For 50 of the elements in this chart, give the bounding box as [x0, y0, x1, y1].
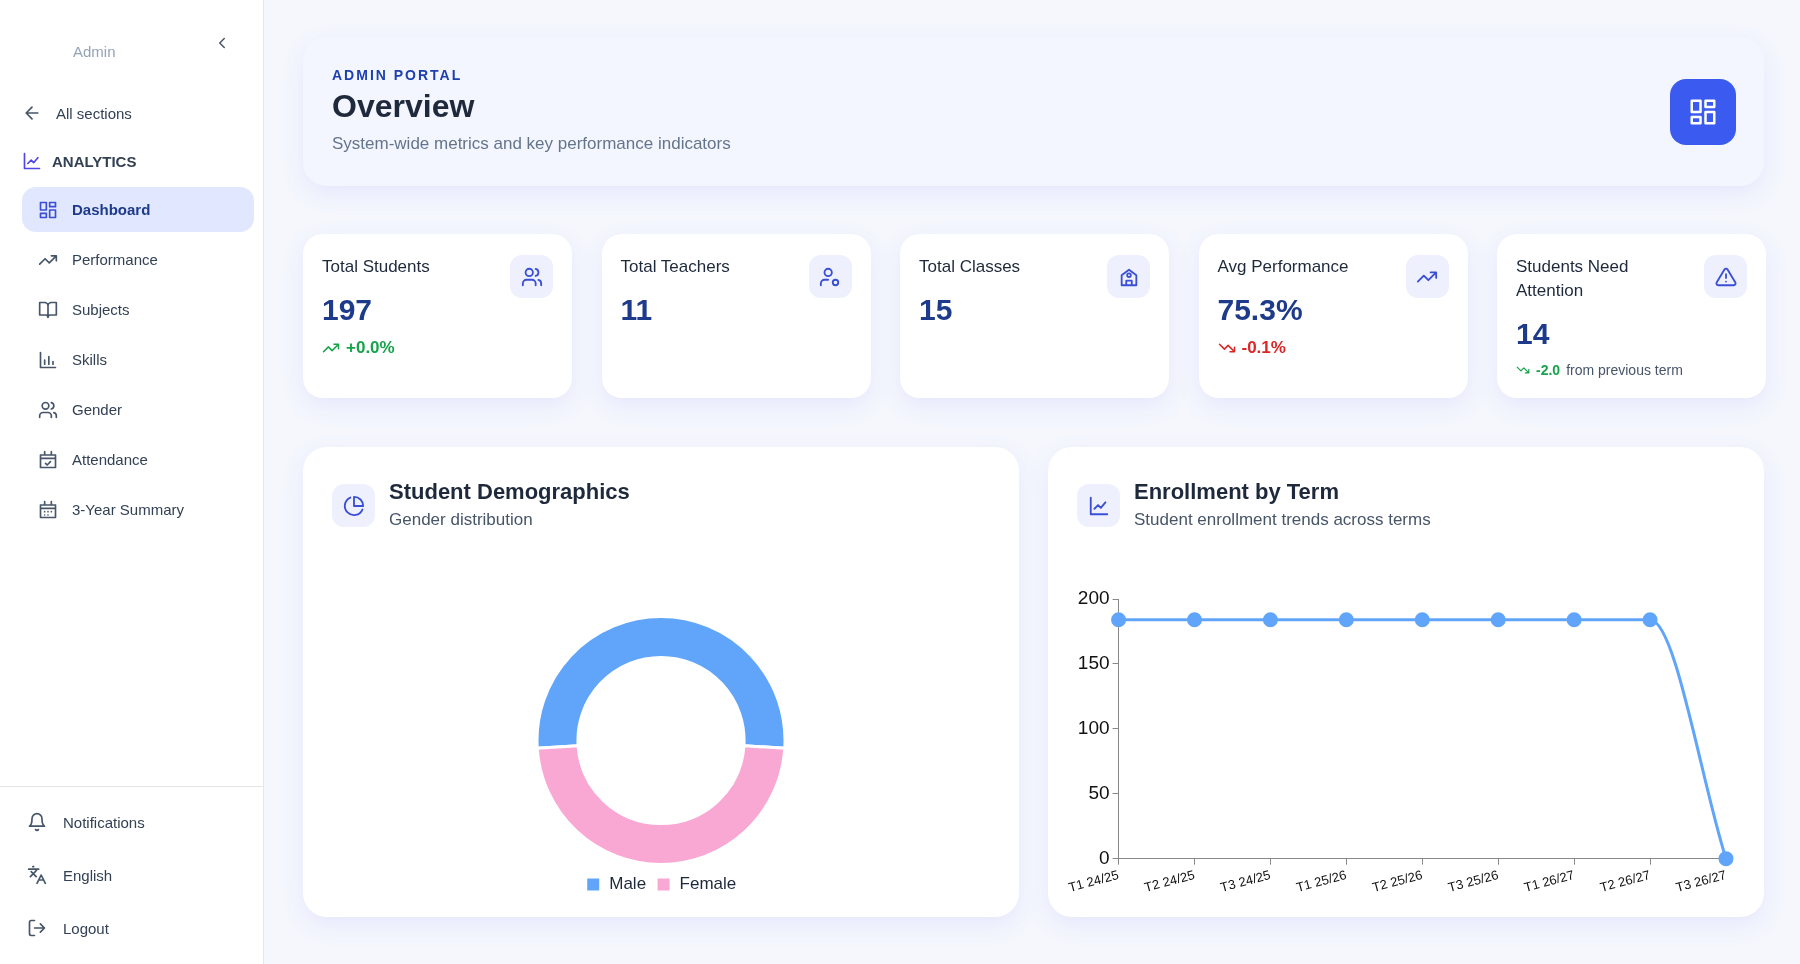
legend-label: Female: [679, 874, 737, 894]
text: from previous term: [1566, 362, 1683, 378]
text: 197: [322, 293, 373, 326]
text: 15: [919, 293, 953, 326]
x-tick-label: T1 26/27: [1522, 867, 1576, 895]
legend-label: Male: [609, 874, 647, 894]
text: Skills: [72, 351, 108, 368]
chart-subtitle: Student enrollment trends across terms: [1134, 510, 1431, 529]
text: Dashboard: [72, 201, 151, 218]
x-tick-label: T2 26/27: [1598, 867, 1652, 895]
y-tick-label: 100: [1077, 717, 1110, 739]
y-tick-label: 150: [1077, 652, 1110, 674]
x-tick-label: T1 25/26: [1294, 867, 1349, 895]
text: All sections: [56, 104, 132, 122]
x-tick-label: T3 24/25: [1218, 867, 1273, 895]
chart-subtitle: Gender distribution: [389, 510, 533, 529]
y-tick-label: 50: [1088, 781, 1110, 803]
x-tick-label: T3 25/26: [1446, 867, 1500, 895]
y-tick-label: 0: [1098, 846, 1110, 868]
text: +0.0%: [346, 338, 395, 357]
text: ADMIN PORTAL: [332, 67, 463, 83]
text: Total Students: [322, 257, 430, 276]
chart-title: Student Demographics: [389, 479, 630, 504]
text: 3-Year Summary: [72, 501, 184, 518]
x-tick-label: T2 24/25: [1142, 867, 1197, 895]
text: System-wide metrics and key performance indicators: [332, 134, 731, 153]
text: Students Need Attention: [1516, 257, 1629, 300]
text: 75.3%: [1217, 293, 1303, 326]
text: 11: [620, 293, 653, 326]
text: ANALYTICS: [52, 152, 137, 170]
text: Logout: [63, 919, 109, 937]
text: Overview: [332, 88, 475, 124]
text: Notifications: [63, 813, 145, 831]
y-tick-label: 200: [1077, 587, 1110, 609]
text: Subjects: [72, 301, 130, 318]
text: Admin: [73, 43, 116, 60]
text: 14: [1516, 317, 1550, 350]
x-tick-label: T2 25/26: [1370, 867, 1424, 895]
text: Total Classes: [919, 257, 1021, 276]
text: English: [63, 866, 113, 884]
text: -2.0: [1536, 362, 1561, 378]
text: Gender: [72, 401, 123, 418]
text: Total Teachers: [620, 257, 730, 276]
text: Performance: [72, 251, 158, 268]
chart-title: Enrollment by Term: [1134, 479, 1339, 504]
x-tick-label: T1 24/25: [1066, 867, 1121, 895]
text: Attendance: [72, 451, 148, 468]
text: Avg Performance: [1217, 257, 1349, 276]
x-tick-label: T3 26/27: [1674, 867, 1728, 895]
text: -0.1%: [1241, 338, 1286, 357]
